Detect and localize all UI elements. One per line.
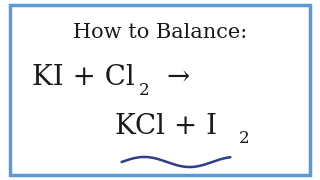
Text: How to Balance:: How to Balance: — [73, 23, 247, 42]
Text: 2: 2 — [238, 130, 249, 147]
Text: KCl + I: KCl + I — [115, 112, 217, 140]
Text: KI + Cl: KI + Cl — [32, 64, 135, 91]
Text: 2: 2 — [139, 82, 150, 98]
Text: →: → — [166, 64, 190, 91]
